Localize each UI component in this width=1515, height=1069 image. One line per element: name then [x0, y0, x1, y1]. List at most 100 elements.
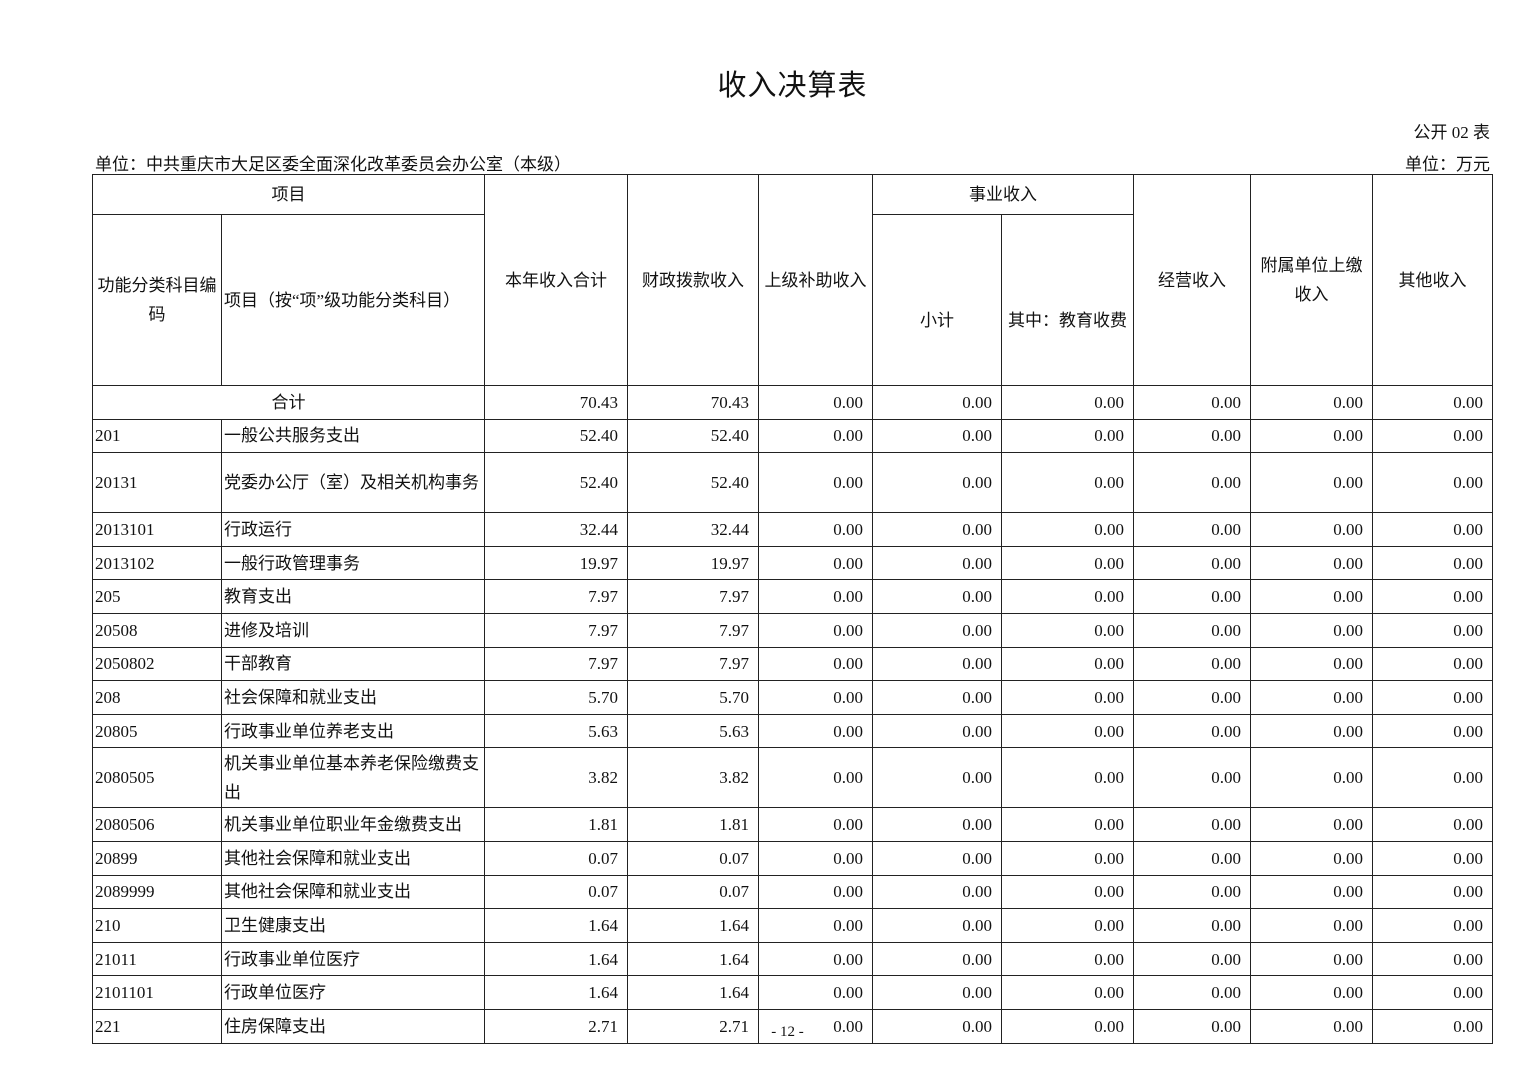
row-value: 0.00	[1133, 874, 1251, 910]
row-value: 0.00	[1133, 612, 1251, 648]
table-row: 2013102 一般行政管理事务 19.97 19.97 0.00 0.00 0.00 0.0…	[92, 545, 1493, 581]
row-code: 2080506	[92, 807, 222, 842]
unit-currency: 单位：万元	[1405, 155, 1490, 174]
table-row: 210 卫生健康支出 1.64 1.64 0.00 0.00 0.00 0.00 0.00 0.0…	[92, 908, 1493, 943]
row-value: 0.00	[1133, 545, 1251, 581]
row-value: 0.00	[1372, 545, 1493, 581]
total-value: 70.43	[627, 385, 759, 420]
row-value: 0.00	[1250, 747, 1373, 809]
row-value: 0.00	[758, 512, 873, 547]
row-value: 0.00	[758, 418, 873, 454]
total-row: 合计 70.43 70.43 0.00 0.00 0.00 0.00 0.00 …	[92, 385, 1493, 420]
row-value: 0.00	[872, 807, 1002, 842]
table-row: 2050802 干部教育 7.97 7.97 0.00 0.00 0.00 0.00 0.00 0…	[92, 646, 1493, 682]
row-value: 0.00	[758, 713, 873, 749]
row-value: 0.00	[1372, 418, 1493, 454]
row-value: 0.00	[1372, 579, 1493, 614]
row-value: 52.40	[627, 418, 759, 454]
header-operating: 经营收入	[1133, 174, 1251, 386]
row-value: 0.00	[1250, 612, 1373, 648]
row-name: 社会保障和就业支出	[221, 680, 485, 715]
row-value: 19.97	[484, 545, 628, 581]
row-name: 机关事业单位职业年金缴费支出	[221, 807, 485, 842]
row-value: 0.00	[1372, 941, 1493, 977]
row-value: 0.00	[1250, 545, 1373, 581]
row-value: 0.00	[758, 646, 873, 682]
table-row: 20508 进修及培训 7.97 7.97 0.00 0.00 0.00 0.00 0.00 0.…	[92, 612, 1493, 648]
row-value: 0.00	[1250, 807, 1373, 842]
row-name: 行政单位医疗	[221, 975, 485, 1010]
row-value: 0.00	[872, 418, 1002, 454]
row-name: 其他社会保障和就业支出	[221, 840, 485, 876]
row-value: 0.00	[1133, 1008, 1251, 1044]
row-code: 2013101	[92, 512, 222, 547]
row-value: 3.82	[627, 747, 759, 809]
table-row: 21011 行政事业单位医疗 1.64 1.64 0.00 0.00 0.00 0.00 0.0…	[92, 941, 1493, 977]
row-value: 0.00	[1372, 680, 1493, 715]
row-value: 0.00	[1133, 512, 1251, 547]
row-value: 0.00	[758, 908, 873, 943]
row-value: 0.00	[1001, 612, 1134, 648]
row-value: 0.00	[1372, 646, 1493, 682]
row-value: 1.81	[484, 807, 628, 842]
row-value: 0.00	[1250, 512, 1373, 547]
row-value: 0.00	[758, 941, 873, 977]
row-value: 0.00	[1372, 713, 1493, 749]
row-value: 32.44	[484, 512, 628, 547]
total-value: 0.00	[872, 385, 1002, 420]
row-value: 0.00	[872, 452, 1002, 514]
header-code: 功能分类科目编码	[92, 214, 222, 386]
row-value: 0.00	[1250, 452, 1373, 514]
row-value: 52.40	[484, 418, 628, 454]
row-value: 7.97	[627, 612, 759, 648]
row-code: 20805	[92, 713, 222, 749]
row-value: 0.00	[758, 975, 873, 1010]
row-name: 行政事业单位养老支出	[221, 713, 485, 749]
row-value: 0.00	[1133, 713, 1251, 749]
row-value: 0.00	[1001, 941, 1134, 977]
row-value: 0.00	[1001, 646, 1134, 682]
table-number: 公开 02 表	[1413, 123, 1491, 142]
row-value: 32.44	[627, 512, 759, 547]
row-value: 0.00	[1133, 452, 1251, 514]
row-value: 0.00	[1133, 680, 1251, 715]
row-code: 21011	[92, 941, 222, 977]
row-name: 干部教育	[221, 646, 485, 682]
header-fiscal: 财政拨款收入	[627, 174, 759, 386]
total-value: 0.00	[758, 385, 873, 420]
row-value: 0.00	[1250, 418, 1373, 454]
table-row: 2080505 机关事业单位基本养老保险缴费支出 3.82 3.82 0.00 0.00 0…	[92, 747, 1493, 809]
row-code: 2013102	[92, 545, 222, 581]
row-value: 3.82	[484, 747, 628, 809]
total-label: 合计	[92, 385, 485, 420]
row-value: 7.97	[484, 646, 628, 682]
row-value: 0.00	[1372, 612, 1493, 648]
row-value: 7.97	[484, 579, 628, 614]
header-education: 其中：教育收费	[1001, 214, 1134, 386]
row-value: 0.00	[758, 680, 873, 715]
row-value: 0.00	[872, 612, 1002, 648]
row-value: 0.00	[1001, 975, 1134, 1010]
row-value: 0.07	[484, 840, 628, 876]
row-code: 20131	[92, 452, 222, 514]
row-value: 0.00	[1250, 579, 1373, 614]
row-value: 0.00	[1001, 874, 1134, 910]
row-value: 0.00	[872, 747, 1002, 809]
row-value: 0.07	[484, 874, 628, 910]
row-value: 0.00	[1372, 747, 1493, 809]
row-value: 1.64	[484, 941, 628, 977]
header-business: 事业收入	[872, 174, 1134, 215]
row-code: 205	[92, 579, 222, 614]
row-value: 1.64	[484, 975, 628, 1010]
table-row: 221 住房保障支出 2.71 2.71 0.00 0.00 0.00 0.00 0.00 0.0…	[92, 1008, 1493, 1044]
row-value: 0.07	[627, 874, 759, 910]
row-value: 0.00	[872, 941, 1002, 977]
row-value: 0.00	[1001, 807, 1134, 842]
row-value: 0.00	[1001, 908, 1134, 943]
row-value: 19.97	[627, 545, 759, 581]
table-row: 20899 其他社会保障和就业支出 0.07 0.07 0.00 0.00 0.00 0.00…	[92, 840, 1493, 876]
row-value: 5.70	[627, 680, 759, 715]
row-value: 0.00	[758, 747, 873, 809]
row-value: 7.97	[627, 646, 759, 682]
row-name: 卫生健康支出	[221, 908, 485, 943]
